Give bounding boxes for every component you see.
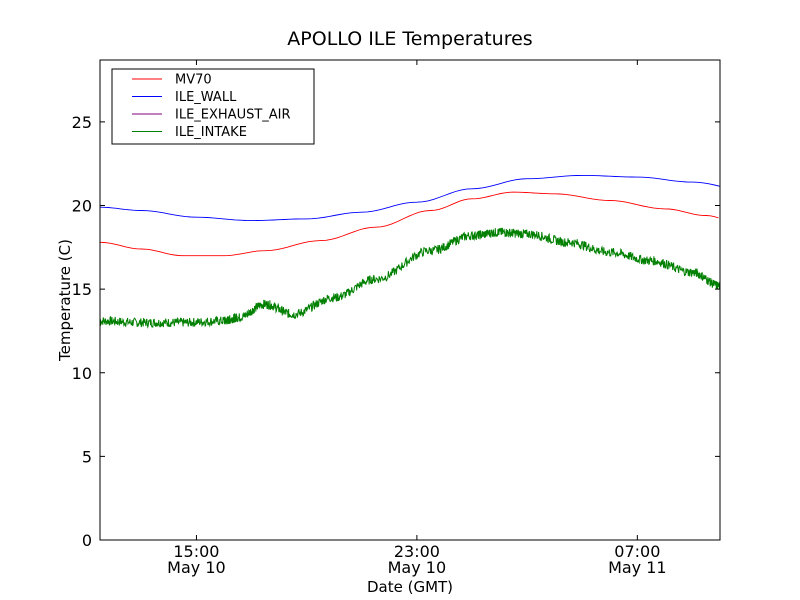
y-tick-label: 20 — [72, 197, 92, 216]
y-tick-label: 0 — [82, 531, 92, 550]
series-line-ile-wall — [99, 174, 721, 222]
x-tick-time-label: 07:00 — [614, 542, 660, 561]
x-tick-date-label: May 10 — [167, 558, 226, 577]
x-tick-time-label: 15:00 — [173, 542, 219, 561]
x-tick-date-label: May 10 — [388, 558, 447, 577]
y-tick-label: 5 — [82, 447, 92, 466]
y-tick-label: 25 — [72, 113, 92, 132]
legend-label-ile-intake: ILE_INTAKE — [175, 125, 247, 140]
x-tick-time-label: 23:00 — [394, 542, 440, 561]
x-axis-label: Date (GMT) — [367, 578, 453, 596]
chart-title: APOLLO ILE Temperatures — [287, 28, 532, 50]
y-axis-label: Temperature (C) — [56, 239, 74, 362]
series-line-mv70 — [99, 191, 719, 257]
legend: MV70 ILE_WALL ILE_EXHAUST_AIR ILE_INTAKE — [111, 68, 315, 145]
legend-label-mv70: MV70 — [175, 73, 212, 88]
legend-label-ile-wall: ILE_WALL — [175, 90, 237, 105]
y-axis: 0 5 10 15 20 25 — [72, 113, 720, 550]
legend-label-ile-exhaust-air: ILE_EXHAUST_AIR — [175, 108, 291, 123]
series-line-ile-intake — [99, 227, 721, 329]
plot-frame — [99, 59, 721, 541]
y-tick-label: 15 — [72, 280, 92, 299]
x-tick-date-label: May 11 — [608, 558, 667, 577]
y-tick-label: 10 — [72, 364, 92, 383]
series-lines — [99, 174, 721, 329]
